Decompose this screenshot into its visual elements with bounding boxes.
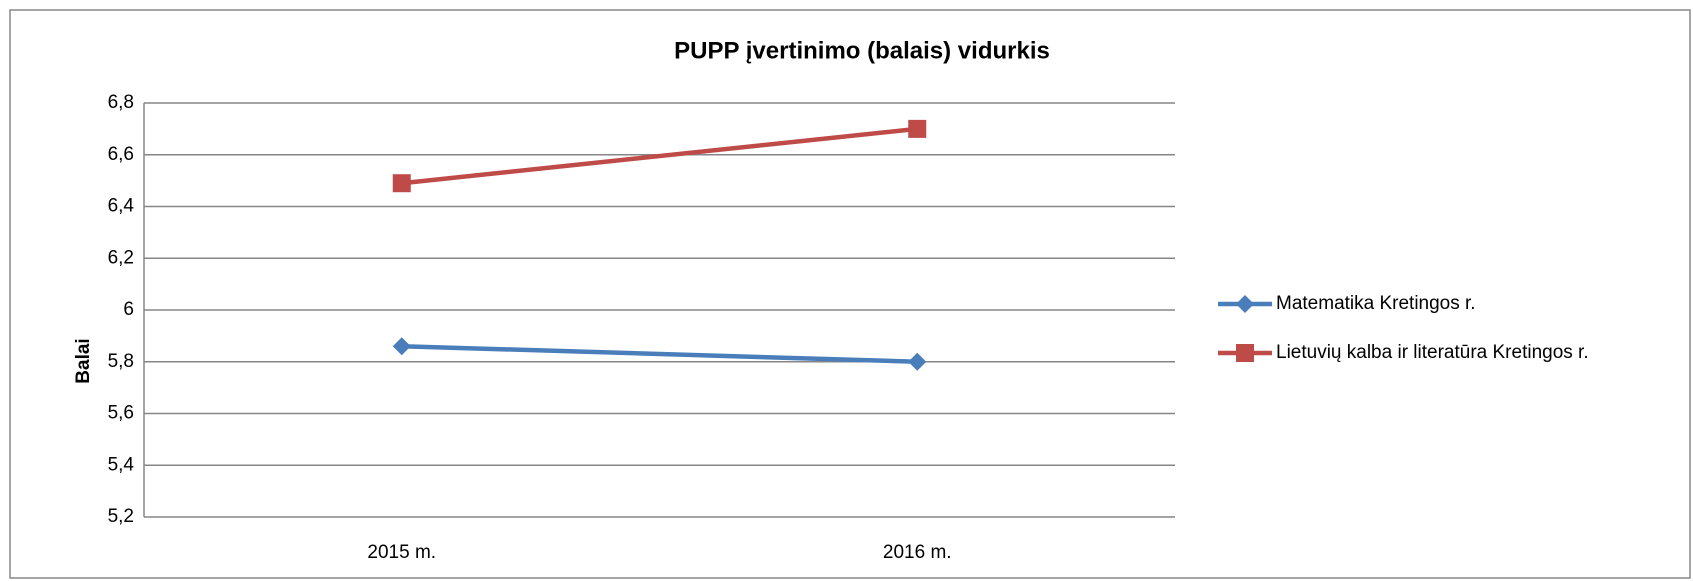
y-tick-label: 5,6 [108, 403, 134, 424]
series-line [401, 343, 918, 364]
legend-label: Matematika Kretingos r. [1276, 293, 1476, 314]
data-point [908, 352, 927, 371]
y-tick-label: 5,8 [108, 351, 134, 372]
y-tick-label: 6,8 [108, 92, 134, 113]
chart-frame [9, 9, 1691, 579]
series-line [401, 126, 918, 186]
data-point [908, 119, 927, 138]
x-tick-label: 2015 m. [367, 542, 436, 563]
legend-label: Lietuvių kalba ir literatūra Kretingos r… [1276, 342, 1589, 363]
data-point [392, 174, 411, 193]
x-tick-label: 2016 m. [883, 542, 952, 563]
chart-title: PUPP įvertinimo (balais) vidurkis [674, 37, 1050, 64]
y-axis-title: Balai [73, 338, 94, 383]
y-tick-label: 6 [123, 299, 134, 320]
legend-marker [1236, 295, 1254, 313]
y-tick-label: 5,2 [108, 506, 134, 527]
y-tick-label: 6,6 [108, 144, 134, 165]
y-tick-label: 5,4 [108, 454, 135, 475]
data-point [392, 337, 411, 356]
y-tick-label: 6,2 [108, 247, 134, 268]
y-tick-label: 6,4 [108, 196, 135, 217]
legend-marker [1236, 344, 1254, 362]
